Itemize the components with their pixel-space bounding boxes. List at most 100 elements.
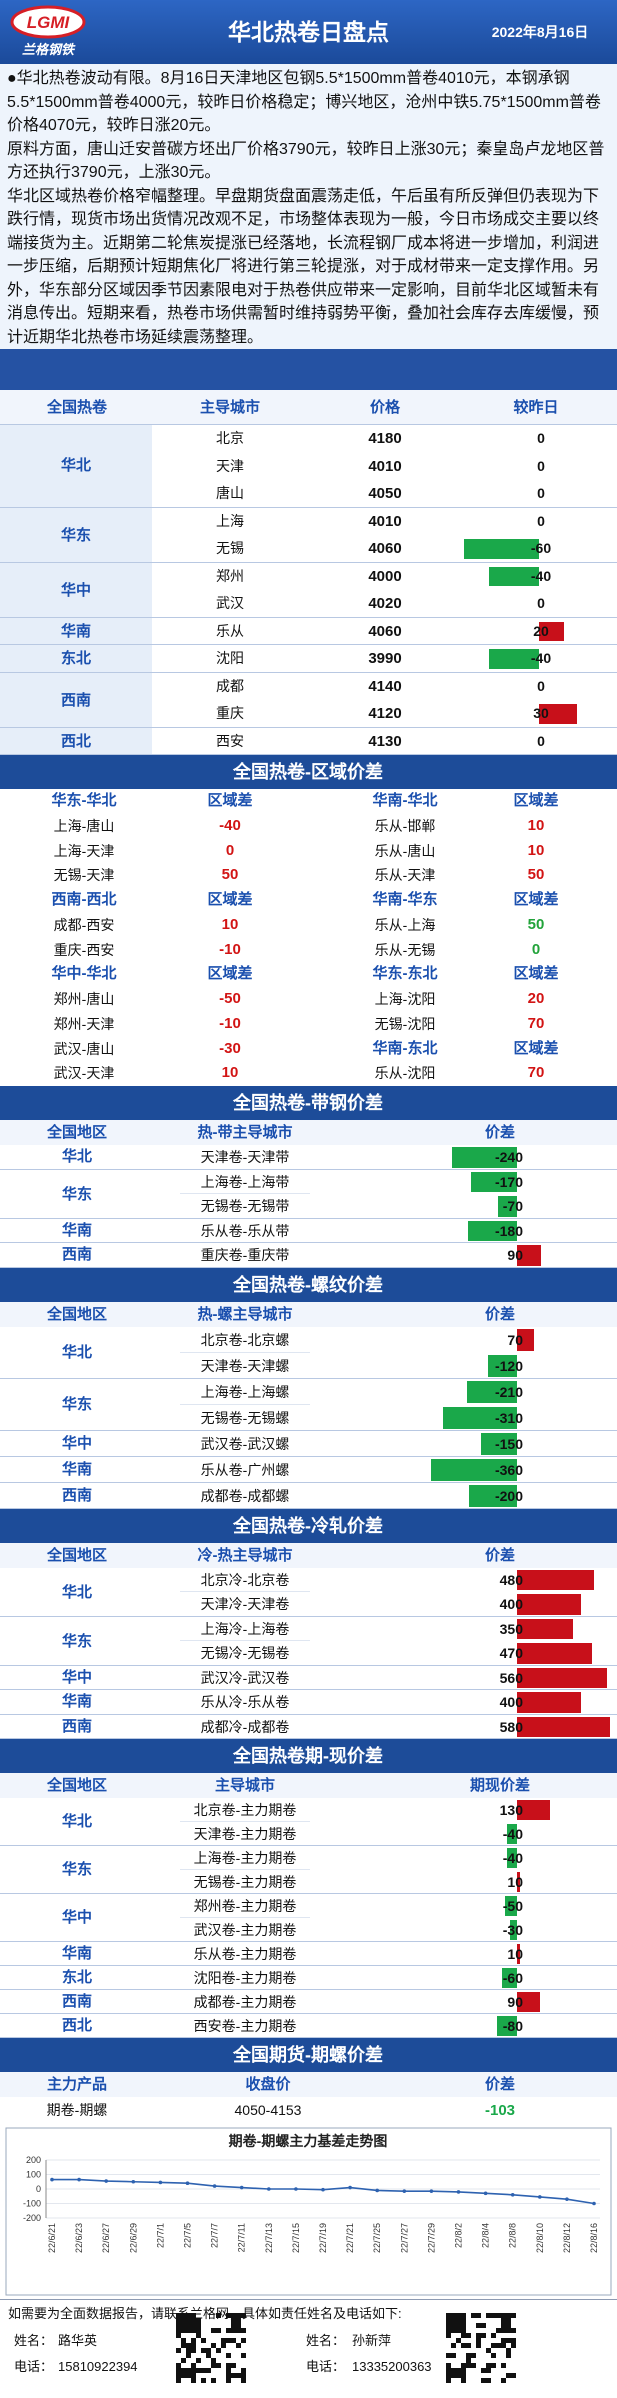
price: 4020	[368, 595, 402, 612]
pair-label: 北京卷-主力期卷	[193, 1802, 297, 1818]
pair-label: 乐从-无锡	[374, 941, 436, 958]
spread-value: -50	[219, 990, 241, 1007]
spread-bar	[466, 1380, 517, 1403]
spread-value: 10	[221, 1064, 239, 1082]
y-tick-label: 100	[26, 2170, 41, 2180]
contact-phone: 15810922394	[58, 2359, 138, 2374]
x-tick-label: 22/6/29	[128, 2223, 138, 2253]
spread-value: -40	[219, 816, 241, 834]
table-header-row	[0, 1301, 617, 1327]
row-divider	[0, 671, 617, 673]
pair-label: 乐从卷-乐从带	[200, 1222, 290, 1239]
x-tick-label: 22/6/23	[74, 2223, 84, 2253]
group-name: 华南-华北	[372, 792, 438, 809]
pair-label: 成都卷-成都螺	[200, 1487, 290, 1504]
spread-value: 50	[221, 866, 239, 884]
spread-bar	[481, 1432, 517, 1455]
row-divider	[180, 1591, 310, 1592]
row-divider	[180, 1917, 310, 1918]
city: 武汉	[216, 595, 244, 611]
data-point	[565, 2197, 569, 2201]
row-divider	[0, 1266, 617, 1268]
change-bar	[539, 621, 564, 641]
region-cell	[0, 562, 152, 618]
phone-label: 电话：	[306, 2359, 346, 2374]
pair-label: 上海-唐山	[53, 817, 115, 834]
product: 期卷-期螺	[46, 2102, 108, 2118]
spread-label: 470	[499, 1645, 523, 1661]
page-date: 2022年8月16日	[491, 24, 589, 40]
row-divider	[0, 1481, 617, 1483]
spread-label: 90	[507, 1247, 523, 1263]
pair-label: 天津卷-天津带	[200, 1149, 290, 1165]
data-point	[104, 2179, 108, 2183]
spread-label: 400	[499, 1694, 523, 1710]
x-tick-label: 22/7/7	[210, 2223, 220, 2248]
spread-label: -70	[502, 1198, 523, 1214]
phone-label: 电话：	[14, 2359, 54, 2374]
logo: LGMI 兰格钢铁	[10, 5, 86, 57]
data-point	[592, 2201, 596, 2206]
spread-bar	[517, 1618, 573, 1639]
x-tick-label: 22/7/11	[237, 2223, 247, 2252]
spread-value: 10	[527, 841, 545, 859]
spread-label: -150	[494, 1435, 523, 1452]
spread-bar	[442, 1406, 517, 1429]
spread-value: 70	[527, 1064, 545, 1082]
row-divider	[180, 1640, 310, 1641]
pair-label: 武汉卷-主力期卷	[193, 1922, 297, 1938]
spread-value: 70	[527, 1014, 545, 1032]
spread-value: -30	[219, 1039, 241, 1057]
pair-label: 武汉卷-武汉螺	[200, 1435, 290, 1452]
city: 郑州	[216, 567, 244, 584]
group-name: 华东-东北	[372, 965, 438, 983]
pair-label: 无锡-天津	[53, 867, 115, 884]
data-point	[456, 2190, 461, 2194]
y-tick-label: 0	[36, 2184, 41, 2194]
region-label: 西南	[61, 1993, 92, 2010]
x-tick-label: 22/7/19	[318, 2223, 328, 2253]
region-label: 华中	[61, 1909, 92, 1926]
change-label: 20	[533, 622, 549, 639]
city: 天津	[216, 457, 244, 474]
spread-label: -170	[494, 1173, 523, 1190]
y-tick-label: -200	[23, 2213, 41, 2223]
column-header: 价差	[484, 1124, 515, 1141]
spread-label: -310	[494, 1409, 523, 1426]
spread-value: -103	[484, 2102, 516, 2119]
region-label: 华东	[60, 526, 91, 544]
spread-label: 130	[499, 1802, 523, 1818]
spread-bar	[517, 1667, 607, 1688]
spread-bar	[517, 1872, 520, 1892]
city: 西安	[216, 732, 244, 749]
qr-code	[176, 2313, 246, 2383]
change-label: 0	[537, 485, 545, 501]
price: 4140	[368, 677, 402, 695]
spread-bar	[497, 2016, 517, 2036]
change-label: 0	[537, 732, 545, 749]
group-name: 华南-华东	[372, 891, 438, 908]
y-tick-label: 200	[26, 2155, 41, 2165]
pair-label: 成都卷-主力期卷	[193, 1994, 297, 2010]
spread-label: -50	[502, 1898, 523, 1914]
spread-label: 480	[499, 1571, 523, 1588]
name-label: 姓名：	[306, 2333, 346, 2348]
spread-bar	[507, 1848, 517, 1868]
price: 4010	[368, 512, 402, 530]
x-tick-label: 22/7/27	[399, 2223, 409, 2253]
pair-label: 上海卷-主力期卷	[193, 1850, 297, 1866]
x-tick-label: 22/7/15	[291, 2223, 301, 2253]
spread-bar	[469, 1484, 517, 1507]
pair-label: 无锡卷-无锡带	[200, 1198, 290, 1214]
region-label: 西北	[61, 2017, 92, 2034]
city: 重庆	[216, 705, 244, 721]
footer-note: 如需要为全面数据报告，请联系兰格网，具体如责任姓名及电话如下:	[8, 2306, 402, 2321]
column-header: 期现价差	[469, 1777, 530, 1794]
section-title: 全国热卷-带钢价差	[233, 1093, 383, 1113]
price: 4180	[368, 430, 402, 447]
row-divider	[180, 1869, 310, 1870]
x-tick-label: 22/7/21	[345, 2223, 355, 2253]
group-header: 区域差	[207, 792, 253, 809]
row-divider	[0, 1377, 617, 1379]
region-label: 华南	[61, 1460, 92, 1478]
